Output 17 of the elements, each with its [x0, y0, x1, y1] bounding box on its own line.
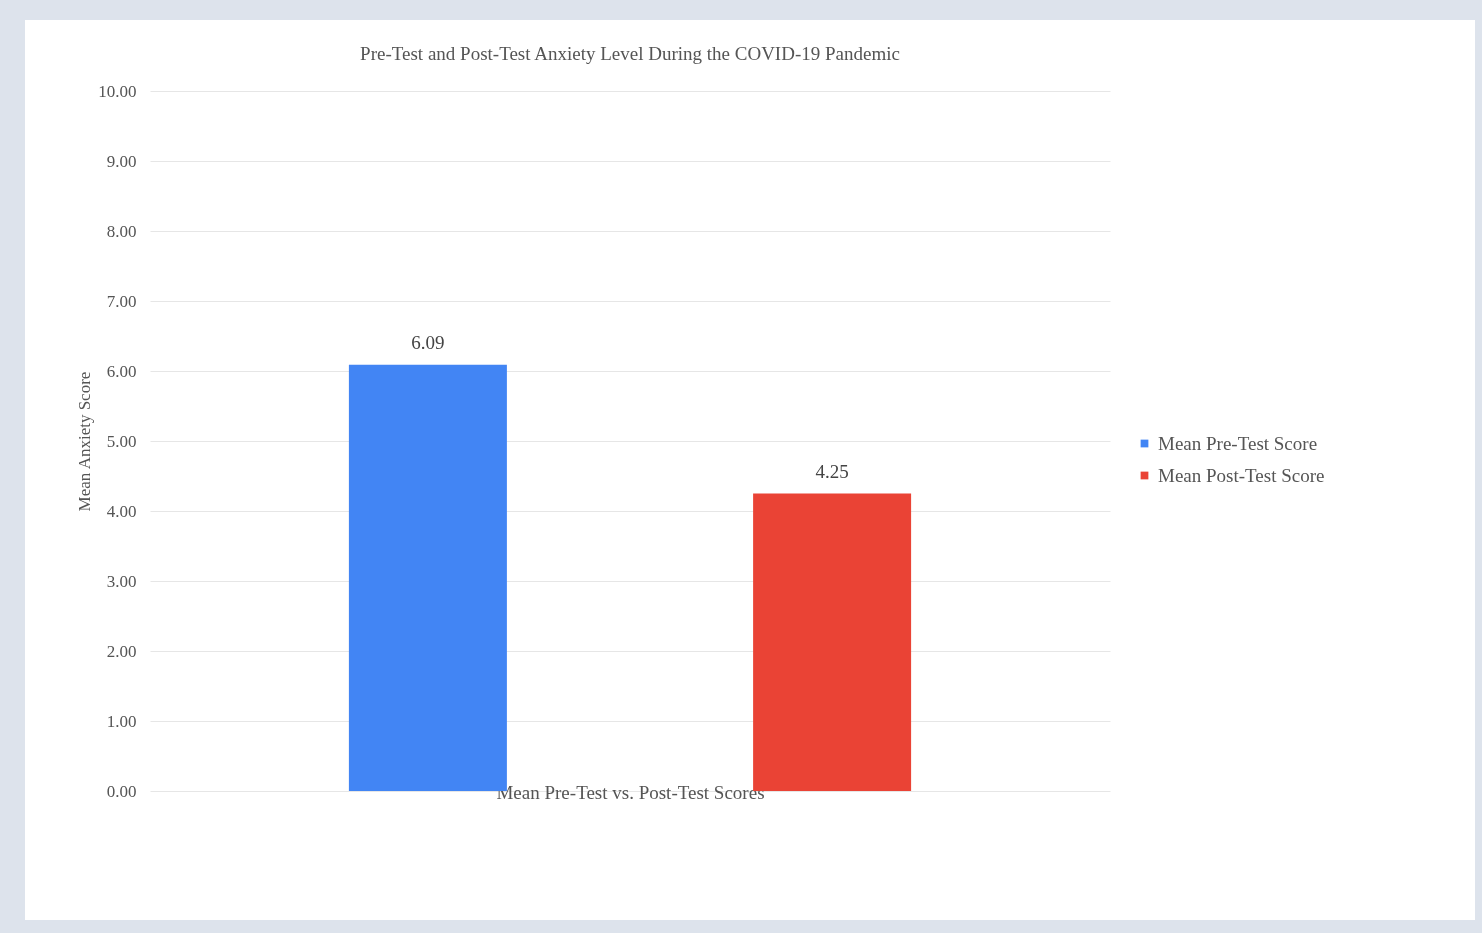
- data-label: 4.25: [815, 460, 849, 482]
- chart-title: Pre-Test and Post-Test Anxiety Level During the COVID-19 Pandemic: [360, 43, 900, 64]
- y-tick-label: 9.00: [106, 151, 137, 171]
- y-tick-label: 7.00: [106, 291, 137, 311]
- y-tick-label: 6.00: [106, 361, 137, 381]
- data-label: 6.09: [411, 331, 445, 353]
- y-tick-label: 3.00: [106, 571, 137, 591]
- y-tick-label: 10.00: [98, 81, 137, 101]
- legend-label: Mean Post-Test Score: [1158, 464, 1325, 486]
- legend-label: Mean Pre-Test Score: [1158, 432, 1318, 454]
- y-tick-label: 5.00: [106, 431, 137, 451]
- y-tick-label: 2.00: [106, 641, 137, 661]
- y-tick-label: 1.00: [106, 711, 137, 731]
- y-tick-label: 8.00: [106, 221, 137, 241]
- y-tick-label: 4.00: [106, 501, 137, 521]
- y-axis-title: Mean Anxiety Score: [75, 371, 95, 512]
- y-tick-label: 0.00: [106, 781, 137, 801]
